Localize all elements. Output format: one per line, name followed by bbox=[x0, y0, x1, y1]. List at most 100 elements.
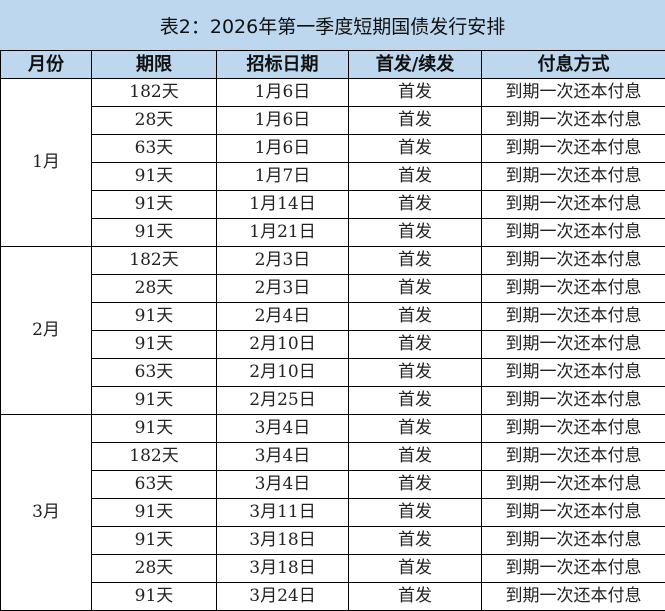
payment-cell: 到期一次还本付息 bbox=[481, 470, 665, 499]
issue-type-cell: 首发 bbox=[348, 78, 482, 107]
term-cell: 91天 bbox=[91, 218, 217, 247]
table-row: 1月 182天 1月6日 首发 到期一次还本付息 bbox=[0, 78, 665, 247]
payment-cell: 到期一次还本付息 bbox=[481, 106, 665, 135]
payment-cell: 到期一次还本付息 bbox=[481, 386, 665, 415]
payment-cell: 到期一次还本付息 bbox=[481, 274, 665, 303]
table-row: 28天 2月3日 首发 到期一次还本付息 bbox=[1, 274, 665, 303]
auction-date-cell: 3月11日 bbox=[216, 498, 349, 527]
issue-type-cell: 首发 bbox=[348, 358, 482, 387]
payment-cell: 到期一次还本付息 bbox=[481, 358, 665, 387]
table-row: 63天 1月6日 首发 到期一次还本付息 bbox=[1, 134, 665, 163]
table-row: 28天 3月18日 首发 到期一次还本付息 bbox=[1, 554, 665, 583]
auction-date-cell: 3月18日 bbox=[216, 554, 349, 583]
issue-type-cell: 首发 bbox=[348, 498, 482, 527]
table-row: 91天 3月18日 首发 到期一次还本付息 bbox=[1, 526, 665, 555]
payment-cell: 到期一次还本付息 bbox=[481, 554, 665, 583]
payment-cell: 到期一次还本付息 bbox=[481, 498, 665, 527]
table-row: 2月 182天 2月3日 首发 到期一次还本付息 bbox=[0, 246, 665, 415]
issue-type-cell: 首发 bbox=[348, 274, 482, 303]
issue-type-cell: 首发 bbox=[348, 470, 482, 499]
issue-type-cell: 首发 bbox=[348, 162, 482, 191]
payment-cell: 到期一次还本付息 bbox=[481, 526, 665, 555]
table-title: 表2：2026年第一季度短期国债发行安排 bbox=[0, 0, 665, 50]
table-row: 63天 2月10日 首发 到期一次还本付息 bbox=[1, 358, 665, 387]
table-row: 91天 3月11日 首发 到期一次还本付息 bbox=[1, 498, 665, 527]
term-cell: 28天 bbox=[91, 274, 217, 303]
term-cell: 182天 bbox=[91, 442, 217, 471]
auction-date-cell: 3月4日 bbox=[216, 442, 349, 471]
payment-cell: 到期一次还本付息 bbox=[481, 218, 665, 247]
issue-type-cell: 首发 bbox=[348, 246, 482, 275]
issue-type-cell: 首发 bbox=[348, 190, 482, 219]
term-cell: 91天 bbox=[91, 162, 217, 191]
issue-type-cell: 首发 bbox=[348, 218, 482, 247]
payment-cell: 到期一次还本付息 bbox=[481, 414, 665, 443]
table-row: 3月 91天 3月4日 首发 到期一次还本付息 bbox=[0, 414, 665, 611]
payment-cell: 到期一次还本付息 bbox=[481, 134, 665, 163]
header-term: 期限 bbox=[91, 50, 217, 79]
auction-date-cell: 3月24日 bbox=[216, 582, 349, 611]
month-cell: 1月 bbox=[0, 78, 92, 247]
auction-date-cell: 1月21日 bbox=[216, 218, 349, 247]
auction-date-cell: 2月25日 bbox=[216, 386, 349, 415]
bond-schedule-table: 月份 期限 招标日期 首发/续发 付息方式 1月 182天 1月6日 首发 到期一次还本… bbox=[0, 50, 665, 611]
issue-type-cell: 首发 bbox=[348, 330, 482, 359]
term-cell: 91天 bbox=[91, 386, 217, 415]
auction-date-cell: 1月14日 bbox=[216, 190, 349, 219]
payment-cell: 到期一次还本付息 bbox=[481, 302, 665, 331]
issue-type-cell: 首发 bbox=[348, 554, 482, 583]
term-cell: 91天 bbox=[91, 582, 217, 611]
auction-date-cell: 2月3日 bbox=[216, 246, 349, 275]
payment-cell: 到期一次还本付息 bbox=[481, 582, 665, 611]
payment-cell: 到期一次还本付息 bbox=[481, 78, 665, 107]
issue-type-cell: 首发 bbox=[348, 526, 482, 555]
issue-type-cell: 首发 bbox=[348, 414, 482, 443]
term-cell: 91天 bbox=[91, 498, 217, 527]
term-cell: 63天 bbox=[91, 470, 217, 499]
term-cell: 182天 bbox=[91, 78, 217, 107]
term-cell: 182天 bbox=[91, 246, 217, 275]
table-row: 91天 1月21日 首发 到期一次还本付息 bbox=[1, 218, 665, 247]
auction-date-cell: 1月6日 bbox=[216, 106, 349, 135]
month-cell: 2月 bbox=[0, 246, 92, 415]
header-auction-date: 招标日期 bbox=[216, 50, 349, 79]
payment-cell: 到期一次还本付息 bbox=[481, 162, 665, 191]
header-month: 月份 bbox=[0, 50, 92, 79]
auction-date-cell: 1月6日 bbox=[216, 134, 349, 163]
auction-date-cell: 2月3日 bbox=[216, 274, 349, 303]
payment-cell: 到期一次还本付息 bbox=[481, 246, 665, 275]
table-row: 91天 2月10日 首发 到期一次还本付息 bbox=[1, 330, 665, 359]
header-issue-type: 首发/续发 bbox=[348, 50, 482, 79]
table-row: 28天 1月6日 首发 到期一次还本付息 bbox=[1, 106, 665, 135]
auction-date-cell: 3月4日 bbox=[216, 414, 349, 443]
payment-cell: 到期一次还本付息 bbox=[481, 330, 665, 359]
term-cell: 28天 bbox=[91, 106, 217, 135]
term-cell: 91天 bbox=[91, 190, 217, 219]
table-row: 91天 1月7日 首发 到期一次还本付息 bbox=[1, 162, 665, 191]
term-cell: 63天 bbox=[91, 134, 217, 163]
issue-type-cell: 首发 bbox=[348, 442, 482, 471]
issue-type-cell: 首发 bbox=[348, 386, 482, 415]
header-payment: 付息方式 bbox=[481, 50, 665, 79]
table-row: 91天 3月24日 首发 到期一次还本付息 bbox=[1, 582, 665, 611]
issue-type-cell: 首发 bbox=[348, 302, 482, 331]
payment-cell: 到期一次还本付息 bbox=[481, 442, 665, 471]
payment-cell: 到期一次还本付息 bbox=[481, 190, 665, 219]
table-row: 91天 2月4日 首发 到期一次还本付息 bbox=[1, 302, 665, 331]
term-cell: 91天 bbox=[91, 414, 217, 443]
term-cell: 63天 bbox=[91, 358, 217, 387]
term-cell: 91天 bbox=[91, 330, 217, 359]
header-row: 月份 期限 招标日期 首发/续发 付息方式 bbox=[0, 50, 665, 79]
issue-type-cell: 首发 bbox=[348, 582, 482, 611]
auction-date-cell: 3月18日 bbox=[216, 526, 349, 555]
auction-date-cell: 1月6日 bbox=[216, 78, 349, 107]
auction-date-cell: 2月10日 bbox=[216, 358, 349, 387]
term-cell: 91天 bbox=[91, 302, 217, 331]
auction-date-cell: 2月4日 bbox=[216, 302, 349, 331]
term-cell: 91天 bbox=[91, 526, 217, 555]
month-cell: 3月 bbox=[0, 414, 92, 611]
table-row: 91天 1月14日 首发 到期一次还本付息 bbox=[1, 190, 665, 219]
term-cell: 28天 bbox=[91, 554, 217, 583]
issue-type-cell: 首发 bbox=[348, 134, 482, 163]
table-row: 182天 3月4日 首发 到期一次还本付息 bbox=[1, 442, 665, 471]
